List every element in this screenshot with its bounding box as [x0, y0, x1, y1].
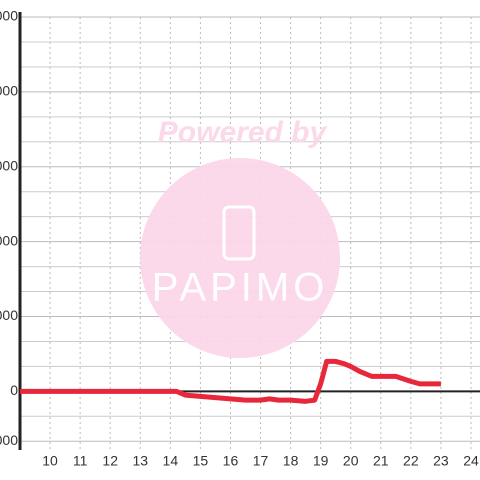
x-tick-label: 11	[73, 453, 88, 469]
x-tick-label: 14	[163, 453, 179, 469]
y-tick-label: 0	[10, 382, 18, 398]
x-tick-label: 13	[132, 453, 148, 469]
watermark-icon	[222, 205, 256, 261]
y-tick-label: 90,000	[0, 157, 18, 173]
y-tick-label: -20,000	[0, 432, 18, 448]
x-tick-label: 15	[193, 453, 209, 469]
y-tick-label: 30,000	[0, 307, 18, 323]
watermark: Powered by PAPIMO	[140, 116, 340, 358]
x-tick-label: 23	[433, 453, 449, 469]
x-tick-label: 19	[313, 453, 329, 469]
x-tick-label: 24	[463, 453, 479, 469]
x-tick-label: 17	[253, 453, 269, 469]
y-tick-label: 120,000	[0, 83, 18, 99]
data-line	[20, 358, 441, 404]
y-tick-label: 60,000	[0, 232, 18, 248]
x-tick-label: 10	[42, 453, 58, 469]
watermark-logo: PAPIMO	[152, 266, 329, 310]
y-tick-label: 150,000	[0, 8, 18, 24]
x-tick-label: 18	[283, 453, 299, 469]
x-tick-label: 12	[102, 453, 118, 469]
x-tick-label: 20	[343, 453, 359, 469]
x-tick-label: 21	[373, 453, 389, 469]
x-tick-label: 16	[223, 453, 239, 469]
watermark-top: Powered by	[158, 116, 328, 149]
x-tick-label: 22	[403, 453, 419, 469]
